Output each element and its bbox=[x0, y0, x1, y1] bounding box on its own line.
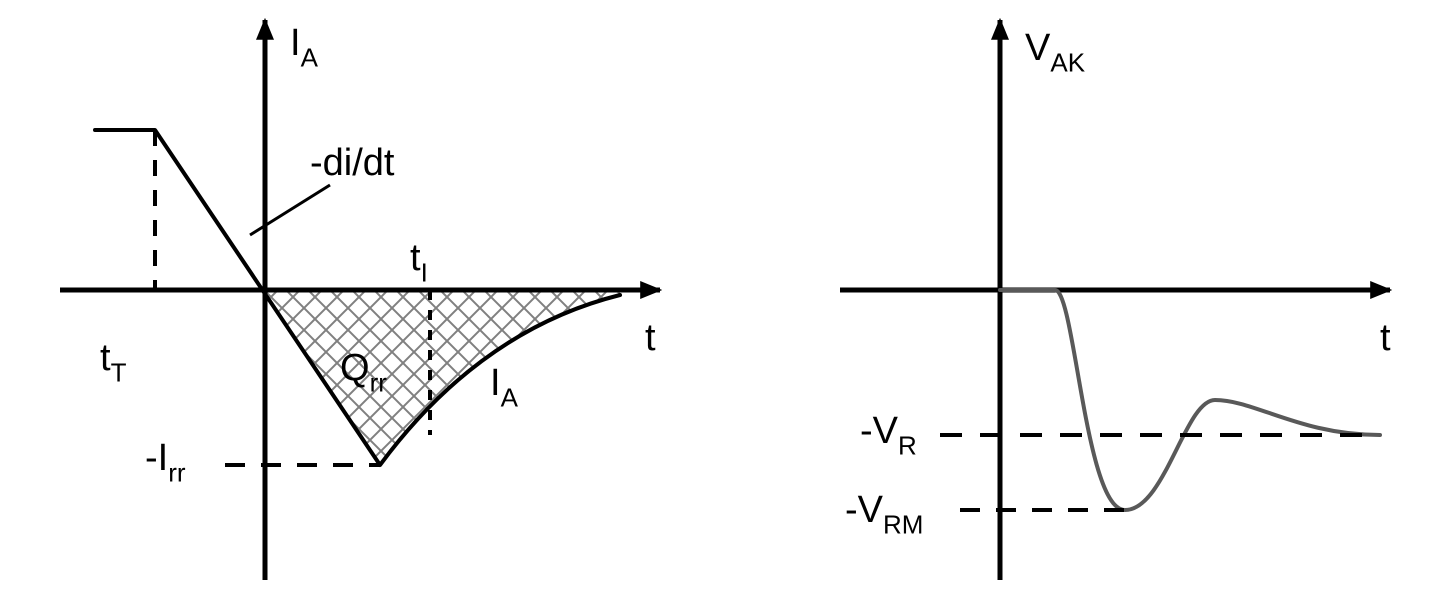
diagram-container: IAt-di/dttItT-IrrQrrIA VAKt-VR-VRM bbox=[0, 0, 1456, 604]
svg-text:VAK: VAK bbox=[1025, 27, 1086, 77]
svg-text:-VR: -VR bbox=[860, 410, 917, 460]
svg-text:IA: IA bbox=[490, 362, 519, 412]
svg-text:t: t bbox=[1380, 317, 1391, 359]
svg-text:-Irr: -Irr bbox=[145, 437, 186, 487]
right-chart: VAK t -VR -VRM bbox=[820, 0, 1440, 604]
svg-text:tT: tT bbox=[100, 337, 127, 387]
svg-text:t: t bbox=[645, 317, 656, 359]
svg-text:-VRM: -VRM bbox=[845, 489, 923, 539]
current-vs-time-chart: IAt-di/dttItT-IrrQrrIA bbox=[40, 0, 720, 604]
svg-text:IA: IA bbox=[290, 22, 319, 72]
left-chart: IAt-di/dttItT-IrrQrrIA bbox=[40, 0, 720, 604]
voltage-vs-time-chart: VAK t -VR -VRM bbox=[820, 0, 1440, 604]
svg-text:-di/dt: -di/dt bbox=[310, 142, 395, 184]
svg-text:tI: tI bbox=[410, 237, 428, 287]
